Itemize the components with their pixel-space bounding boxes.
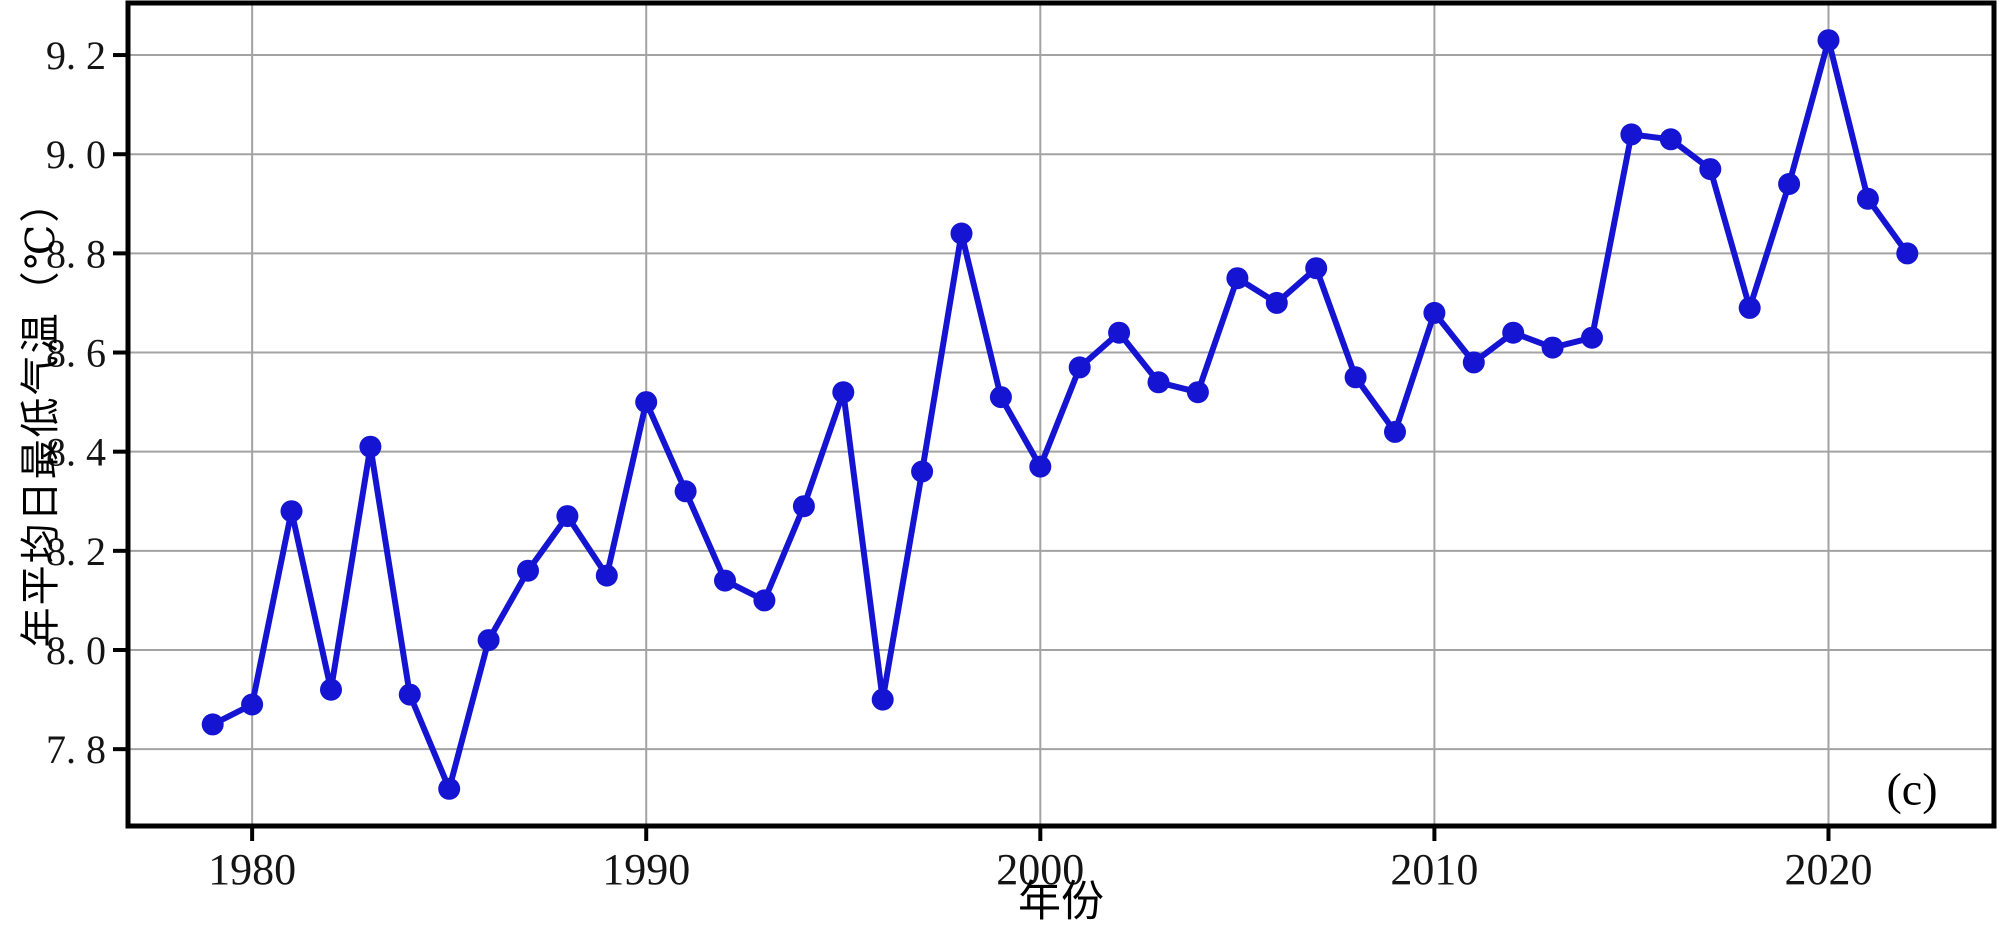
data-point — [1186, 381, 1209, 404]
gridlines — [128, 3, 1994, 826]
data-point — [989, 386, 1012, 409]
y-tick-label: 8. 0 — [46, 628, 106, 673]
data-point — [398, 683, 421, 706]
data-point — [1620, 123, 1643, 146]
data-point — [595, 564, 618, 587]
data-point — [438, 777, 461, 800]
y-tick-label: 7. 8 — [46, 727, 106, 772]
series-polyline — [209, 37, 1911, 792]
x-tick-label: 2010 — [1390, 845, 1478, 894]
data-point — [1581, 326, 1603, 349]
data-point — [1108, 321, 1131, 344]
data-point — [1502, 321, 1525, 344]
tick-labels: 1980 1990 2000 2010 2020 7. 8 8. 0 8. 2 8. 4 8. 6… — [46, 33, 1872, 894]
data-point — [241, 693, 264, 716]
x-tick-label: 2000 — [996, 845, 1084, 894]
x-tick-label: 2020 — [1784, 845, 1872, 894]
data-point — [1856, 187, 1879, 210]
data-point — [1226, 267, 1249, 290]
data-point — [1423, 301, 1446, 324]
temperature-series — [201, 29, 1919, 800]
data-point — [320, 678, 342, 701]
data-point — [635, 391, 658, 414]
data-point — [359, 435, 382, 458]
data-point — [753, 589, 776, 612]
data-point — [280, 500, 303, 523]
panel-label: (c) — [1886, 763, 1938, 815]
data-point — [1738, 296, 1761, 319]
data-point — [871, 688, 894, 711]
data-point — [517, 559, 539, 582]
data-point — [674, 480, 697, 503]
data-point — [1305, 257, 1328, 280]
data-point — [477, 629, 500, 652]
data-point — [950, 222, 973, 245]
x-axis-title: 年份 — [1018, 879, 1104, 925]
y-tick-label: 9. 0 — [46, 132, 106, 177]
data-point — [1817, 29, 1840, 52]
y-tick-label: 8. 2 — [46, 529, 106, 574]
data-point — [1462, 351, 1485, 374]
data-point — [1541, 336, 1564, 359]
y-tick-label: 8. 6 — [46, 331, 106, 376]
data-point — [1384, 420, 1406, 443]
y-tick-label: 9. 2 — [46, 33, 106, 78]
x-tick-label: 1990 — [602, 845, 690, 894]
data-point — [1778, 173, 1801, 195]
data-point — [1029, 455, 1052, 478]
y-tick-label: 8. 8 — [46, 231, 106, 276]
data-point — [714, 569, 736, 592]
data-point — [911, 460, 934, 483]
data-point — [832, 381, 855, 404]
data-point — [1699, 158, 1722, 181]
data-point — [1659, 128, 1682, 151]
y-axis-title: 年平均日最低气温（℃） — [18, 180, 63, 648]
x-tick-label: 1980 — [208, 845, 296, 894]
data-point — [1344, 366, 1367, 389]
data-point — [556, 505, 579, 528]
data-point — [1265, 291, 1288, 314]
data-point — [1068, 356, 1091, 379]
plot-border — [125, 0, 1997, 829]
data-point — [201, 713, 224, 736]
y-tick-label: 8. 4 — [46, 430, 106, 475]
data-point — [1896, 242, 1919, 265]
data-point — [792, 495, 815, 518]
data-point — [1147, 371, 1170, 394]
